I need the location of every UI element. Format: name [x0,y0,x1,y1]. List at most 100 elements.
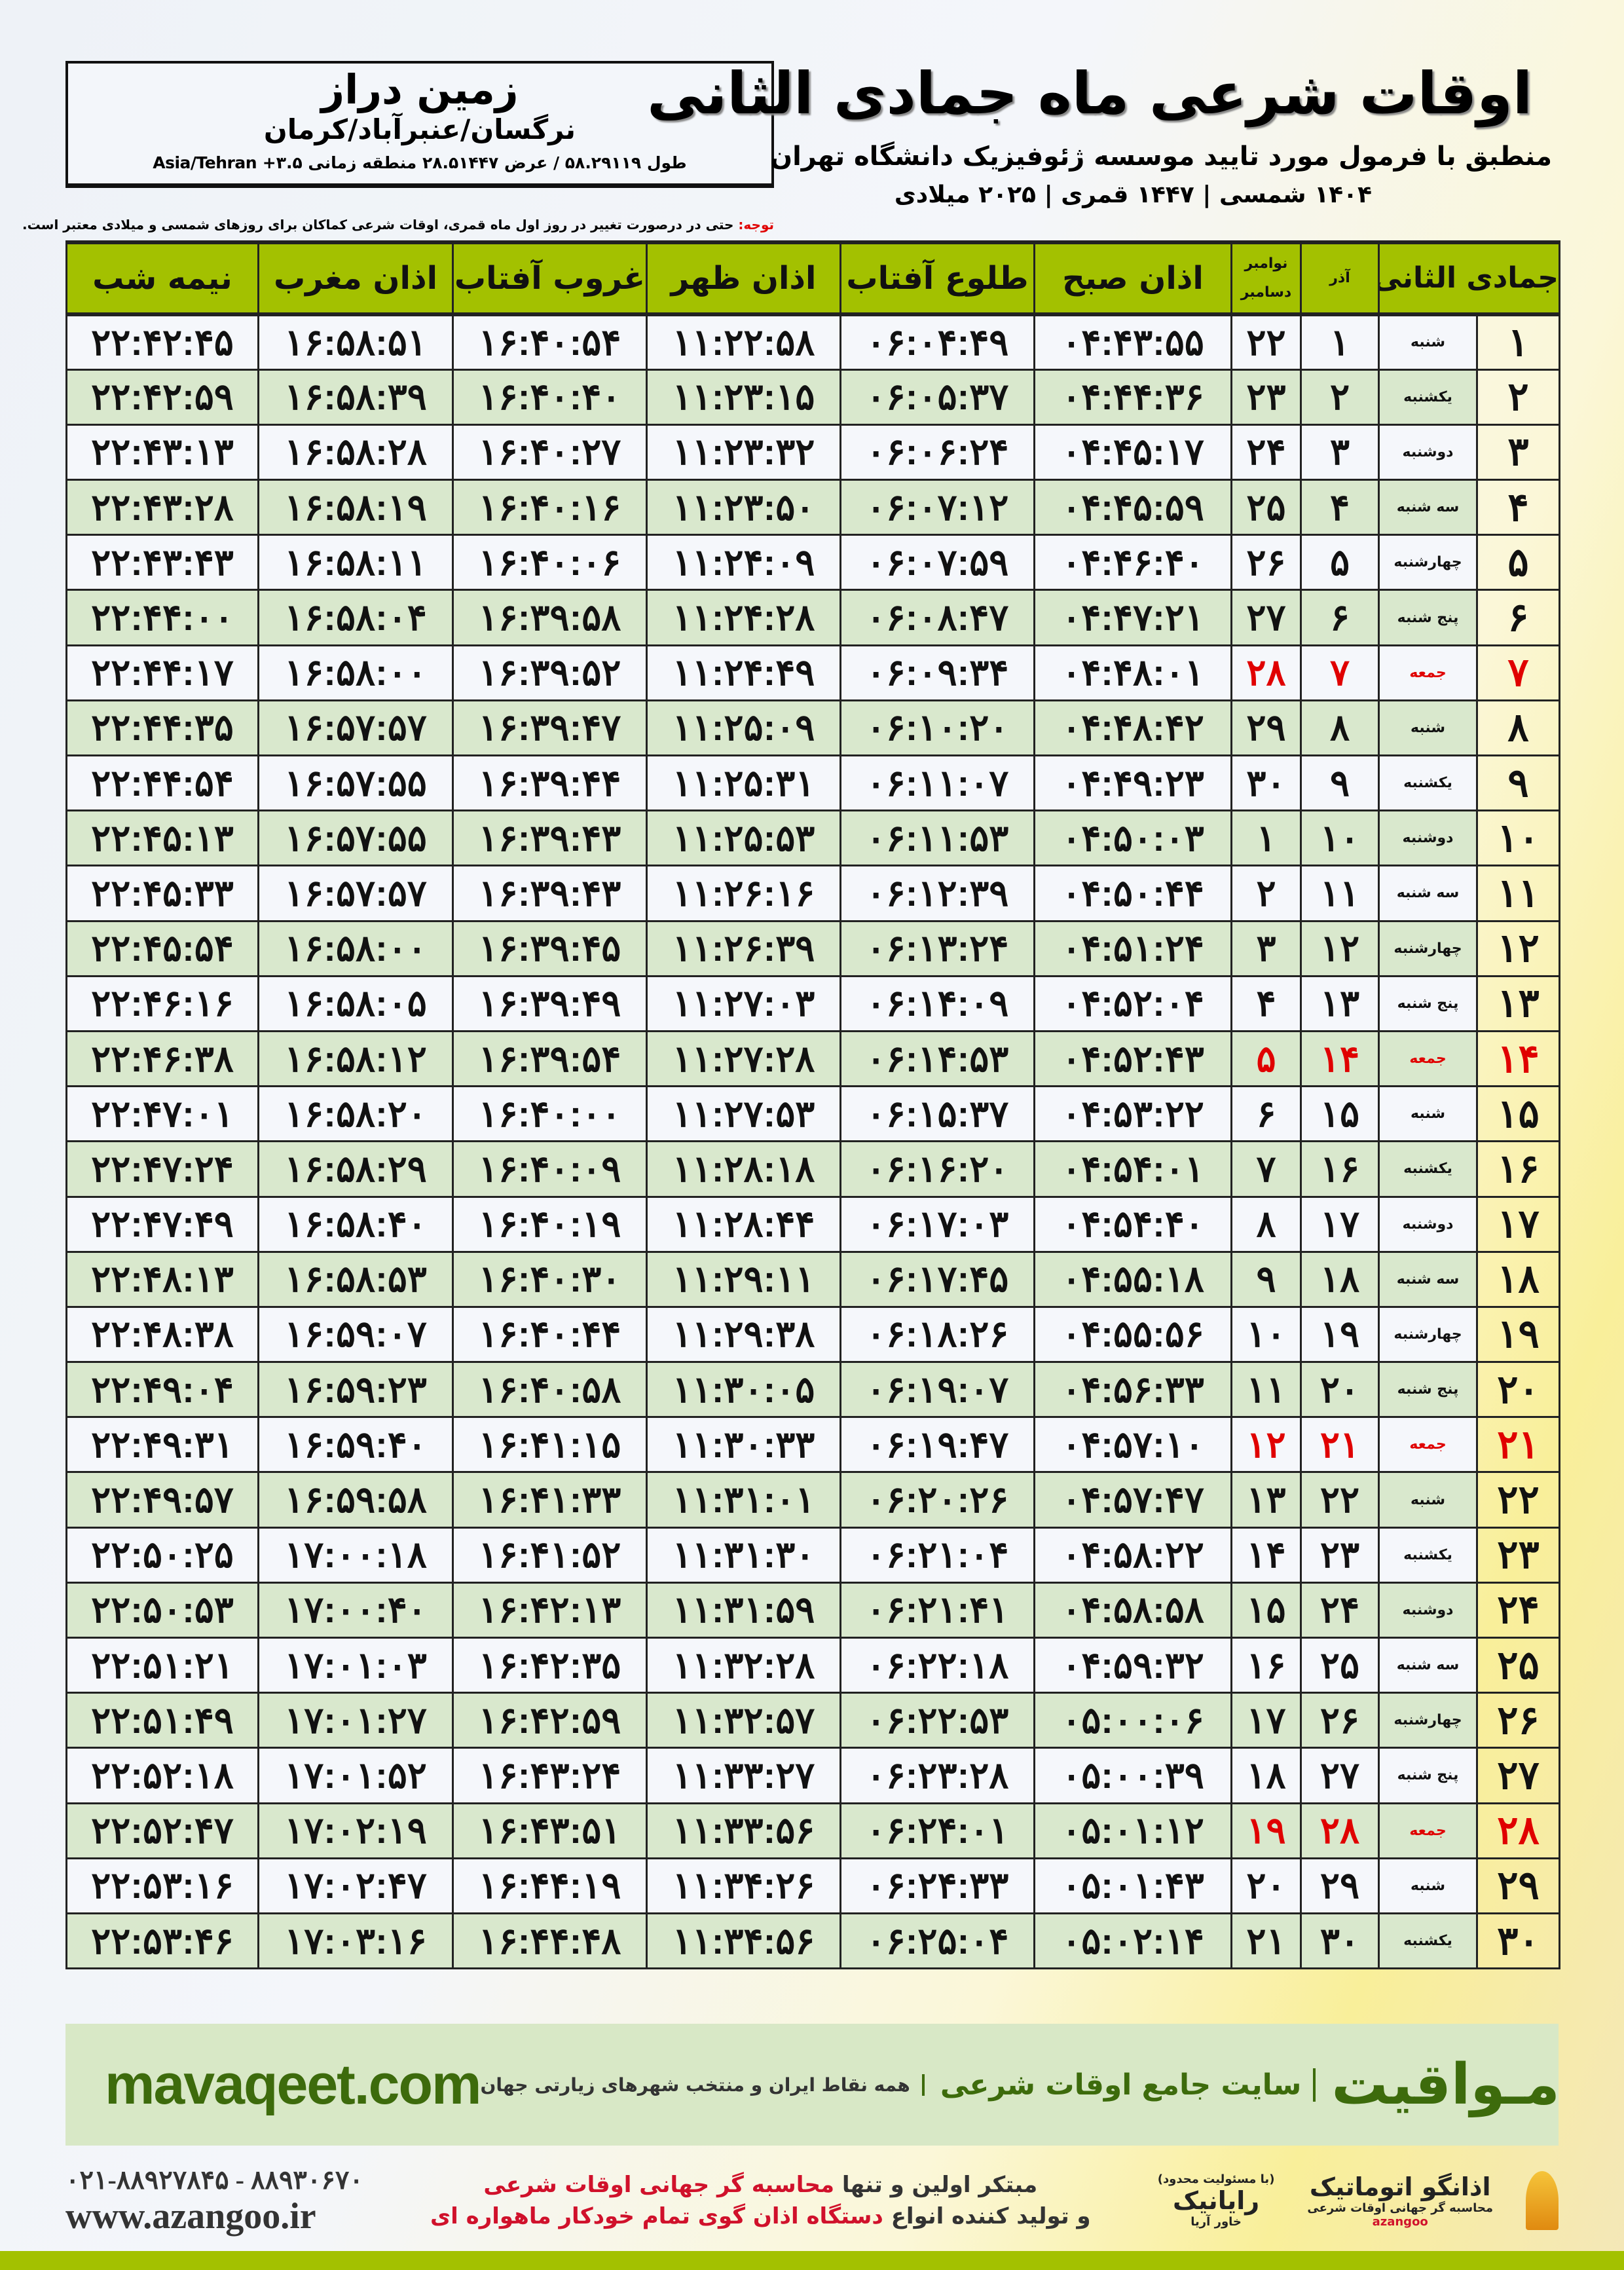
slogan: مبتکر اولین و تنها محاسبه گر جهانی اوقات… [430,2169,1091,2232]
fajr-time: ۰۵:۰۱:۴۳ [1033,1857,1232,1914]
hijri-day: ۸ [1476,699,1561,757]
logos: اذانگو اتوماتیک محاسبه گر جهانی اوقات شرع… [1158,2171,1559,2230]
gregorian-day: ۱۴ [1230,1526,1302,1584]
fajr-time: ۰۴:۵۰:۰۳ [1033,809,1232,867]
fajr-time: ۰۴:۵۷:۱۰ [1033,1416,1232,1474]
fajr-time: ۰۴:۴۸:۰۱ [1033,644,1232,701]
hijri-day: ۱۸ [1476,1250,1561,1308]
table-row: ۲۸ جمعه ۲۸ ۱۹ ۰۵:۰۱:۱۲ ۰۶:۲۴:۰۱ ۱۱:۳۳:۵۶ ۱۶:۴۳:… [65,1802,1561,1859]
col-greg-bottom: دسامبر [1240,284,1292,301]
azar-day: ۱۴ [1300,1030,1380,1088]
sunset-time: ۱۶:۴۰:۵۴ [452,313,648,371]
midnight-time: ۲۲:۵۲:۱۸ [65,1747,259,1804]
table-row: ۲ یکشنبه ۲ ۲۳ ۰۴:۴۴:۳۶ ۰۶:۰۵:۳۷ ۱۱:۲۳:۱۵ ۱۶:۴۰:… [65,368,1561,426]
midnight-time: ۲۲:۵۲:۴۷ [65,1802,259,1859]
weekday: جمعه [1377,1416,1479,1474]
table-row: ۲۳ یکشنبه ۲۳ ۱۴ ۰۴:۵۸:۲۲ ۰۶:۲۱:۰۴ ۱۱:۳۱:۳۰ ۱۶:۴… [65,1526,1561,1584]
table-row: ۱۹ چهارشنبه ۱۹ ۱۰ ۰۴:۵۵:۵۶ ۰۶:۱۸:۲۶ ۱۱:۲۹:۳۸ ۱۶… [65,1305,1561,1364]
fajr-time: ۰۴:۵۸:۲۲ [1033,1526,1232,1584]
sunrise-time: ۰۶:۱۳:۲۴ [840,920,1035,977]
table-row: ۱ شنبه ۱ ۲۲ ۰۴:۴۳:۵۵ ۰۶:۰۴:۴۹ ۱۱:۲۲:۵۸ ۱۶:۴۰:۵۴… [65,313,1561,371]
mosque-dome-icon [1525,2171,1559,2230]
midnight-time: ۲۲:۴۹:۰۴ [65,1361,259,1419]
gregorian-day: ۱۶ [1230,1636,1302,1694]
azar-day: ۷ [1300,644,1380,701]
gregorian-day: ۱۲ [1230,1416,1302,1474]
dhuhr-time: ۱۱:۳۴:۲۶ [646,1857,841,1914]
azar-day: ۲۹ [1300,1857,1380,1914]
fajr-time: ۰۴:۴۴:۳۶ [1033,368,1232,426]
sunrise-time: ۰۶:۰۷:۵۹ [840,534,1035,591]
slogan-2a: و تولید کننده انواع [883,2203,1091,2229]
site-url[interactable]: mavaqeet.com [105,2053,482,2116]
gregorian-day: ۱۸ [1230,1747,1302,1804]
sunset-time: ۱۶:۳۹:۴۵ [452,920,648,977]
dhuhr-time: ۱۱:۲۹:۳۸ [646,1305,841,1364]
weekday: یکشنبه [1377,1526,1479,1584]
sunrise-time: ۰۶:۱۹:۰۷ [840,1361,1035,1419]
sunrise-time: ۰۶:۲۱:۴۱ [840,1581,1035,1639]
sunrise-time: ۰۶:۱۸:۲۶ [840,1305,1035,1364]
hijri-day: ۲۷ [1476,1747,1561,1804]
sunrise-time: ۰۶:۲۴:۳۳ [840,1857,1035,1914]
maghrib-time: ۱۶:۵۷:۵۷ [257,699,454,757]
sunset-time: ۱۶:۴۰:۰۶ [452,534,648,591]
azar-day: ۱۹ [1300,1305,1380,1364]
maghrib-time: ۱۶:۵۸:۰۰ [257,644,454,701]
hijri-day: ۲۶ [1476,1692,1561,1749]
sunrise-time: ۰۶:۲۳:۲۸ [840,1747,1035,1804]
slogan-1a: مبتکر اولین و تنها [834,2172,1038,2198]
midnight-time: ۲۲:۵۰:۵۳ [65,1581,259,1639]
fajr-time: ۰۵:۰۰:۳۹ [1033,1747,1232,1804]
hijri-day: ۷ [1476,644,1561,701]
maghrib-time: ۱۶:۵۸:۱۲ [257,1030,454,1088]
weekday: سه شنبه [1377,1636,1479,1694]
sunset-time: ۱۶:۴۰:۳۰ [452,1250,648,1308]
azar-day: ۲۰ [1300,1361,1380,1419]
hijri-day: ۱ [1476,313,1561,371]
sunrise-time: ۰۶:۰۷:۱۲ [840,479,1035,536]
hijri-day: ۲۴ [1476,1581,1561,1639]
weekday: چهارشنبه [1377,920,1479,977]
gregorian-day: ۲۲ [1230,313,1302,371]
hijri-day: ۱۲ [1476,920,1561,977]
location-coords: طول ۵۸.۲۹۱۱۹ / عرض ۲۸.۵۱۴۴۷ منطقه زمانی … [153,153,687,172]
azar-day: ۱۶ [1300,1140,1380,1198]
weekday: جمعه [1377,1030,1479,1088]
gregorian-day: ۱ [1230,809,1302,867]
slogan-2b: دستگاه اذان گوی تمام خودکار ماهواره ای [430,2203,883,2229]
col-midnight: نیمه شب [65,240,259,316]
col-gregorian: نوامبر دسامبر [1230,240,1302,316]
weekday: یکشنبه [1377,1140,1479,1198]
midnight-time: ۲۲:۴۴:۳۵ [65,699,259,757]
dhuhr-time: ۱۱:۲۸:۱۸ [646,1140,841,1198]
dhuhr-time: ۱۱:۲۳:۱۵ [646,368,841,426]
location-path: نرگسان/عنبرآباد/کرمان [263,113,576,145]
maghrib-time: ۱۷:۰۱:۲۷ [257,1692,454,1749]
sunset-time: ۱۶:۳۹:۵۲ [452,644,648,701]
hijri-day: ۲۹ [1476,1857,1561,1914]
table-row: ۵ چهارشنبه ۵ ۲۶ ۰۴:۴۶:۴۰ ۰۶:۰۷:۵۹ ۱۱:۲۴:۰۹ ۱۶:۴… [65,534,1561,591]
sunrise-time: ۰۶:۱۰:۲۰ [840,699,1035,757]
website[interactable]: www.azangoo.ir [65,2195,316,2237]
table-row: ۳ دوشنبه ۳ ۲۴ ۰۴:۴۵:۱۷ ۰۶:۰۶:۲۴ ۱۱:۲۳:۳۲ ۱۶:۴۰:… [65,423,1561,481]
weekday: چهارشنبه [1377,1305,1479,1364]
azangoo-logo: اذانگو اتوماتیک محاسبه گر جهانی اوقات شرع… [1307,2172,1493,2229]
hijri-day: ۱۹ [1476,1305,1561,1364]
page-title: اوقات شرعی ماه جمادی الثانی [647,60,1533,127]
midnight-time: ۲۲:۴۷:۰۱ [65,1085,259,1143]
weekday: یکشنبه [1377,754,1479,812]
fajr-time: ۰۴:۵۱:۲۴ [1033,920,1232,977]
azar-day: ۲ [1300,368,1380,426]
table-row: ۲۹ شنبه ۲۹ ۲۰ ۰۵:۰۱:۴۳ ۰۶:۲۴:۳۳ ۱۱:۳۴:۲۶ ۱۶:۴۴:… [65,1857,1561,1914]
col-greg-top: نوامبر [1244,255,1288,272]
sunrise-time: ۰۶:۱۷:۴۵ [840,1250,1035,1308]
col-sunrise: طلوع آفتاب [840,240,1035,316]
brand: مـواقیت سایت جامع اوقات شرعی همه نقاط ای… [481,2052,1560,2117]
fajr-time: ۰۴:۵۴:۰۱ [1033,1140,1232,1198]
midnight-time: ۲۲:۴۶:۱۶ [65,975,259,1032]
dhuhr-time: ۱۱:۲۸:۴۴ [646,1195,841,1253]
sunrise-time: ۰۶:۰۹:۳۴ [840,644,1035,701]
azar-day: ۱۵ [1300,1085,1380,1143]
sunset-time: ۱۶:۳۹:۴۳ [452,865,648,922]
